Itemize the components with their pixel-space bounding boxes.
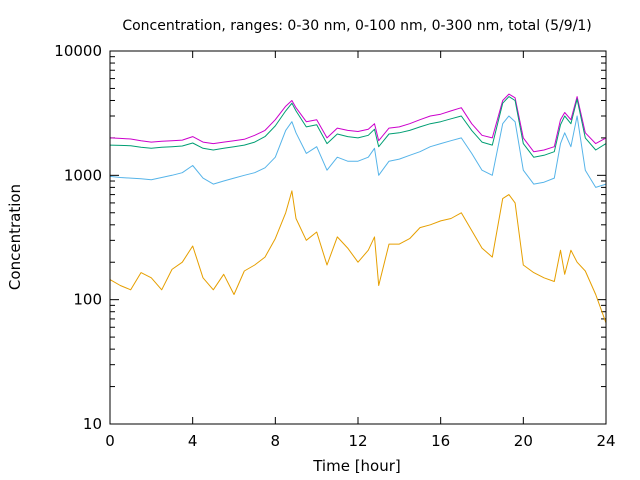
x-axis-label: Time [hour]	[312, 457, 401, 475]
tick-layer: 0 4 8 12 16 20 24 10 100 1000 10000	[54, 42, 615, 450]
y-tick-label: 10	[83, 415, 102, 433]
series-line-3	[109, 115, 607, 188]
chart-title: Concentration, ranges: 0-30 nm, 0-100 nm…	[122, 18, 591, 34]
x-tick-label: 8	[271, 432, 281, 450]
y-tick-label: 10000	[54, 42, 102, 60]
y-tick-label: 1000	[64, 166, 102, 184]
x-tick-label: 20	[514, 432, 533, 450]
plot-frame	[109, 50, 607, 425]
series-layer	[109, 93, 607, 324]
series-line-2	[109, 96, 607, 158]
series-line-1	[109, 93, 607, 153]
y-tick-label: 100	[73, 291, 102, 309]
x-tick-label: 4	[188, 432, 198, 450]
y-axis-label: Concentration	[6, 184, 24, 290]
series-line-4	[109, 190, 607, 324]
x-tick-label: 24	[596, 432, 615, 450]
x-tick-label: 12	[348, 432, 367, 450]
x-tick-label: 0	[105, 432, 115, 450]
x-tick-label: 16	[431, 432, 450, 450]
